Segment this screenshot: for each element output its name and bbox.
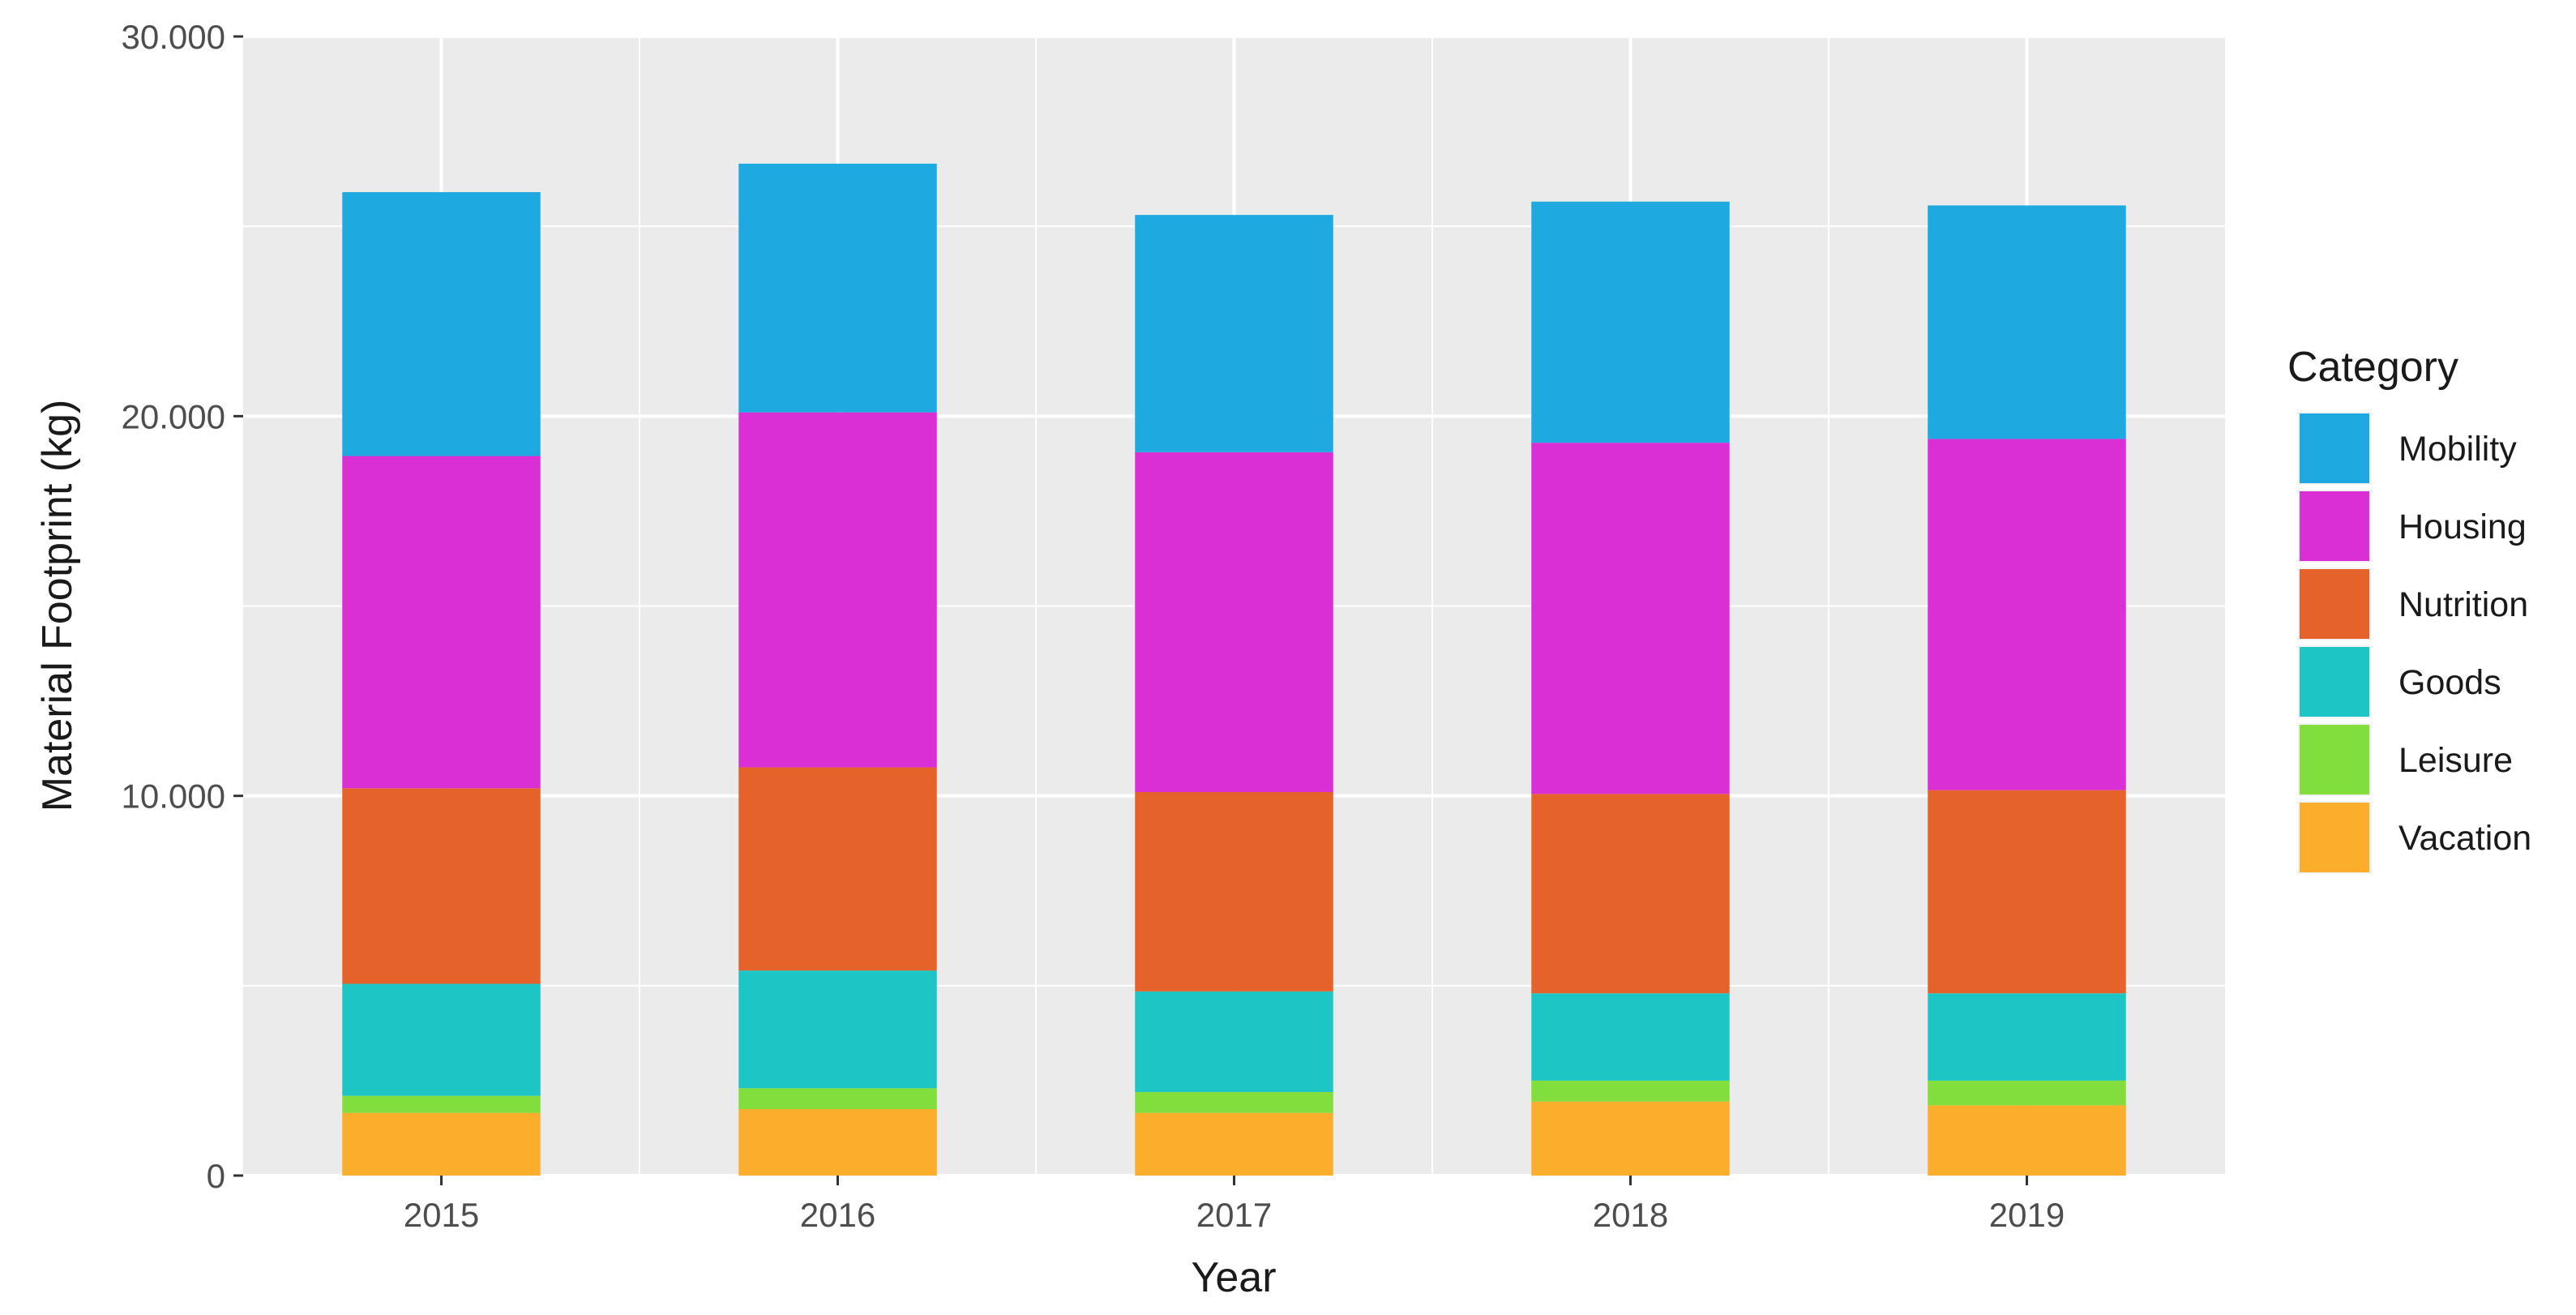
legend-label-housing: Housing [2398, 508, 2527, 546]
bar-segment-goods-2015 [342, 983, 541, 1096]
bar-segment-goods-2017 [1135, 991, 1333, 1092]
bar-segment-housing-2016 [738, 412, 937, 768]
bar-segment-housing-2019 [1928, 439, 2126, 790]
x-tick-label: 2017 [1196, 1196, 1272, 1234]
bar-segment-vacation-2015 [342, 1112, 541, 1176]
x-axis-title: Year [1191, 1254, 1276, 1301]
legend-title: Category [2287, 344, 2458, 391]
legend-swatch-nutrition [2300, 569, 2369, 639]
bar-segment-leisure-2015 [342, 1095, 541, 1113]
x-tick-label: 2016 [800, 1196, 875, 1234]
bar-segment-goods-2019 [1928, 993, 2126, 1081]
bar-segment-nutrition-2018 [1531, 794, 1730, 994]
bar-segment-leisure-2019 [1928, 1080, 2126, 1106]
legend-swatch-goods [2300, 647, 2369, 717]
bar-segment-housing-2015 [342, 456, 541, 789]
bar-segment-leisure-2017 [1135, 1091, 1333, 1113]
bar-segment-leisure-2016 [738, 1088, 937, 1110]
y-tick-label: 30.000 [122, 18, 225, 56]
x-tick-label: 2015 [404, 1196, 479, 1234]
legend-swatch-mobility [2300, 413, 2369, 483]
legend-swatch-leisure [2300, 725, 2369, 795]
bar-segment-goods-2018 [1531, 993, 1730, 1081]
bar-segment-mobility-2018 [1531, 201, 1730, 443]
bar-segment-nutrition-2015 [342, 788, 541, 984]
y-tick-label: 0 [207, 1157, 225, 1195]
bar-segment-vacation-2019 [1928, 1105, 2126, 1176]
x-tick-label: 2018 [1593, 1196, 1668, 1234]
bar-segment-vacation-2016 [738, 1109, 937, 1176]
bar-segment-goods-2016 [738, 970, 937, 1089]
bar-segment-vacation-2017 [1135, 1112, 1333, 1176]
legend-swatch-vacation [2300, 803, 2369, 872]
bar-segment-mobility-2015 [342, 192, 541, 456]
legend-label-mobility: Mobility [2398, 430, 2517, 469]
bar-segment-nutrition-2016 [738, 767, 937, 971]
legend-label-vacation: Vacation [2398, 819, 2531, 858]
bar-segment-housing-2018 [1531, 443, 1730, 795]
bars [342, 163, 2126, 1176]
bar-segment-mobility-2017 [1135, 215, 1333, 452]
bar-segment-housing-2017 [1135, 452, 1333, 792]
legend-swatch-housing [2300, 491, 2369, 561]
legend: Category Mobility Housing Nutrition Goods Le… [2287, 344, 2531, 874]
y-axis-title: Material Footprint (kg) [34, 400, 81, 812]
bar-segment-mobility-2019 [1928, 205, 2126, 439]
legend-label-goods: Goods [2398, 663, 2501, 702]
bar-segment-nutrition-2017 [1135, 791, 1333, 992]
bar-segment-nutrition-2019 [1928, 790, 2126, 994]
legend-label-nutrition: Nutrition [2398, 585, 2528, 624]
bar-segment-vacation-2018 [1531, 1101, 1730, 1176]
y-tick-label: 20.000 [122, 397, 225, 435]
bar-segment-leisure-2018 [1531, 1080, 1730, 1102]
x-tick-label: 2019 [1989, 1196, 2065, 1234]
bar-segment-mobility-2016 [738, 163, 937, 413]
y-tick-label: 10.000 [122, 777, 225, 816]
legend-label-leisure: Leisure [2398, 741, 2513, 780]
axes: 0 10.000 20.000 30.000 2015 2016 2017 2018 2019 [122, 18, 2065, 1234]
